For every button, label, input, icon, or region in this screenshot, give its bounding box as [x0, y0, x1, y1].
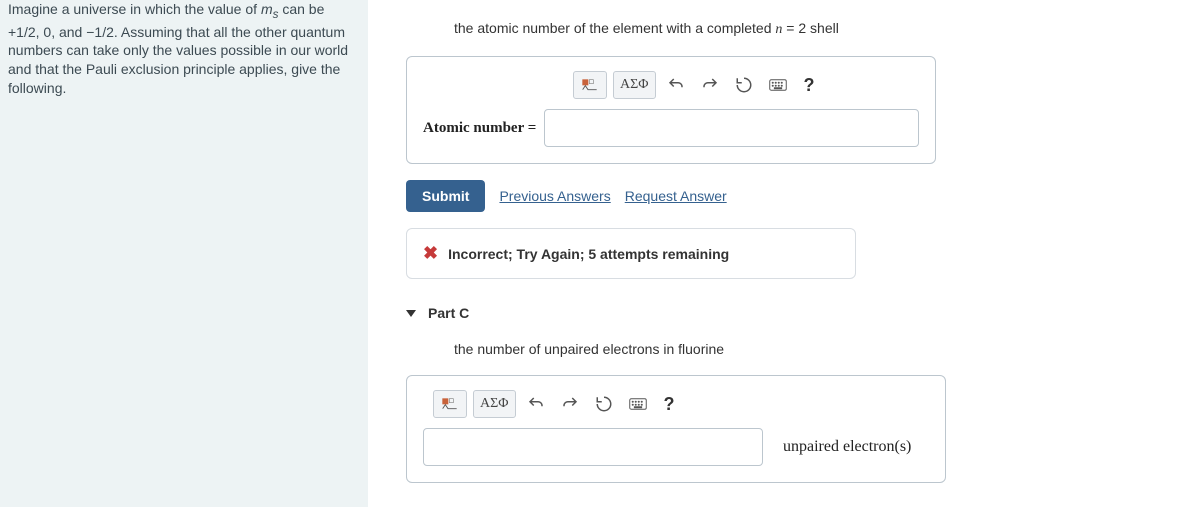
partb-actions: Submit Previous Answers Request Answer [406, 180, 1184, 212]
partb-answer-input[interactable] [544, 109, 919, 147]
partb-input-row: Atomic number = [423, 109, 919, 147]
partb-answer-box: ΑΣΦ ? Atomic number = [406, 56, 936, 164]
partb-input-label: Atomic number = [423, 120, 536, 137]
greek-button[interactable]: ΑΣΦ [613, 71, 656, 99]
reset-button[interactable] [590, 390, 618, 418]
keyboard-button[interactable] [764, 71, 792, 99]
partc-title: Part C [428, 305, 469, 321]
partb-prompt: the atomic number of the element with a … [454, 20, 1184, 38]
submit-button[interactable]: Submit [406, 180, 485, 212]
keyboard-button[interactable] [624, 390, 652, 418]
prompt-eq: = 2 shell [782, 20, 838, 36]
partc-answer-box: ΑΣΦ ? unpaired electron(s) [406, 375, 946, 483]
feedback-box: ✖ Incorrect; Try Again; 5 attempts remai… [406, 228, 856, 279]
page-layout: Imagine a universe in which the value of… [0, 0, 1200, 507]
partc-toolbar: ΑΣΦ ? [433, 390, 929, 418]
redo-button[interactable] [556, 390, 584, 418]
partc-answer-input[interactable] [423, 428, 763, 466]
undo-button[interactable] [522, 390, 550, 418]
template-button[interactable] [433, 390, 467, 418]
partc-header: Part C [406, 305, 1184, 321]
collapse-caret-icon[interactable] [406, 310, 416, 317]
context-text: Imagine a universe in which the value of… [8, 0, 356, 98]
partc-input-row: unpaired electron(s) [423, 428, 929, 466]
main-column: the atomic number of the element with a … [368, 0, 1200, 507]
partb-toolbar: ΑΣΦ ? [573, 71, 919, 99]
template-button[interactable] [573, 71, 607, 99]
redo-button[interactable] [696, 71, 724, 99]
prompt-prefix: the atomic number of the element with a … [454, 20, 775, 36]
feedback-text: Incorrect; Try Again; 5 attempts remaini… [448, 246, 729, 262]
greek-button[interactable]: ΑΣΦ [473, 390, 516, 418]
partc-prompt: the number of unpaired electrons in fluo… [454, 341, 1184, 357]
previous-answers-link[interactable]: Previous Answers [499, 188, 610, 204]
incorrect-icon: ✖ [423, 243, 438, 264]
partc-unit-label: unpaired electron(s) [783, 438, 911, 456]
question-context-sidebar: Imagine a universe in which the value of… [0, 0, 368, 507]
help-button[interactable]: ? [798, 75, 821, 96]
request-answer-link[interactable]: Request Answer [625, 188, 727, 204]
undo-button[interactable] [662, 71, 690, 99]
reset-button[interactable] [730, 71, 758, 99]
help-button[interactable]: ? [658, 394, 681, 415]
